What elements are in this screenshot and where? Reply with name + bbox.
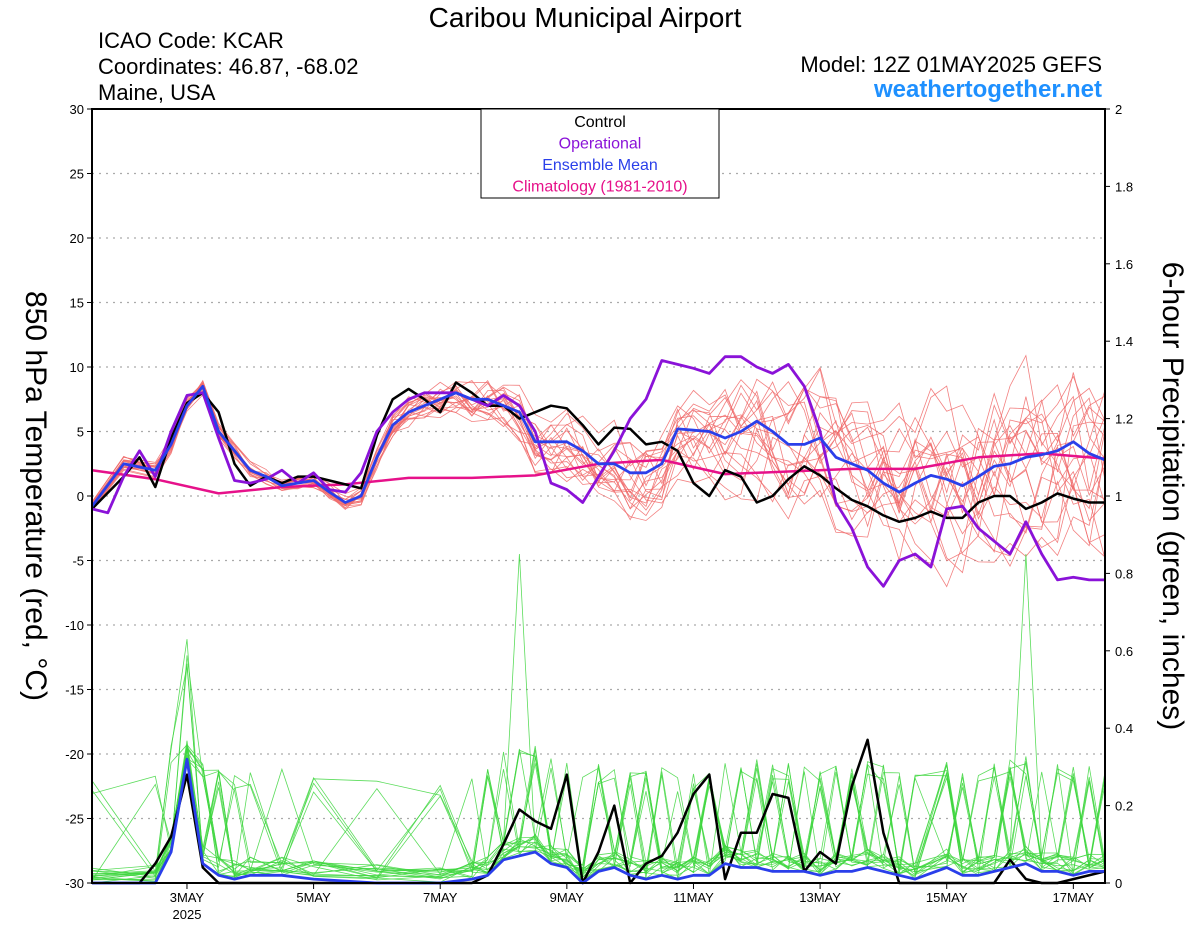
precip-member-line <box>91 745 1106 881</box>
precip-member-line <box>91 745 1106 878</box>
y-tick-label-left: 5 <box>77 425 84 440</box>
precip-member-line <box>91 655 1106 880</box>
ensemble-members <box>91 354 1106 884</box>
y-tick-label-left: -10 <box>65 618 84 633</box>
brand-link[interactable]: weathertogether.net <box>873 76 1102 103</box>
precip-member-line <box>91 758 1106 878</box>
x-tick-sublabel: 2025 <box>173 907 202 922</box>
x-tick-label: 11MAY <box>673 890 714 905</box>
temp-member-line <box>91 382 1106 562</box>
y-tick-label-left: 10 <box>70 360 84 375</box>
y-tick-label-right: 2 <box>1115 102 1122 117</box>
precip-member-line <box>91 757 1106 879</box>
y-tick-label-left: 0 <box>77 489 84 504</box>
x-tick-label: 15MAY <box>926 890 968 905</box>
legend-box <box>480 108 720 199</box>
y-tick-label-left: -20 <box>65 747 84 762</box>
legend-entry: Operational <box>559 136 642 153</box>
x-tick-label: 3MAY <box>170 890 205 905</box>
y-tick-label-right: 0.4 <box>1115 721 1133 736</box>
y-tick-label-right: 0 <box>1115 876 1122 891</box>
y-tick-label-left: 30 <box>70 102 84 117</box>
y-tick-label-right: 1.2 <box>1115 412 1133 427</box>
model-run: Model: 12Z 01MAY2025 GEFS <box>800 52 1102 77</box>
series-line-operational <box>91 355 1105 588</box>
y-tick-label-right: 0.2 <box>1115 799 1133 814</box>
y-tick-label-left: 25 <box>70 167 84 182</box>
precip-member-line <box>91 756 1106 880</box>
icao-code: ICAO Code: KCAR <box>98 28 284 53</box>
y-tick-label-left: 20 <box>70 231 84 246</box>
temp-member-line <box>91 381 1106 509</box>
x-tick-label: 9MAY <box>550 890 585 905</box>
legend: Control Operational Ensemble Mean Climatolo… <box>480 108 720 199</box>
y-tick-label-right: 0.6 <box>1115 644 1133 659</box>
legend-entry: Climatology (1981-2010) <box>512 179 687 196</box>
precip-member-line <box>91 553 1106 884</box>
precip-member-line <box>91 740 1106 883</box>
y-tick-label-right: 1.4 <box>1115 334 1133 349</box>
y-tick-label-left: -15 <box>65 683 84 698</box>
temp-member-line <box>91 383 1106 557</box>
y-tick-label-right: 1.6 <box>1115 257 1133 272</box>
y-tick-label-left: 15 <box>70 296 84 311</box>
temp-member-line <box>91 382 1106 558</box>
y-tick-label-left: -30 <box>65 876 84 891</box>
y-tick-label-right: 1.8 <box>1115 179 1133 194</box>
series-line-ensemble-mean <box>90 384 1106 508</box>
temp-member-line <box>91 381 1106 563</box>
legend-entry: Ensemble Mean <box>542 157 658 174</box>
region: Maine, USA <box>98 80 216 105</box>
precip-member-line <box>91 663 1106 882</box>
x-tick-label: 17MAY <box>1053 890 1095 905</box>
y-tick-label-left: -25 <box>65 812 84 827</box>
x-tick-label: 13MAY <box>799 890 841 905</box>
series-line-mean-precip <box>92 757 1105 885</box>
chart-title: Caribou Municipal Airport <box>428 2 742 33</box>
x-tick-label: 5MAY <box>296 890 331 905</box>
temp-member-line <box>91 386 1106 534</box>
precip-member-line <box>91 639 1106 879</box>
legend-entry: Control <box>574 114 626 131</box>
gridlines <box>92 172 1105 820</box>
y-tick-label-right: 0.8 <box>1115 566 1133 581</box>
y-tick-label-right: 1 <box>1115 489 1122 504</box>
axis-ticks: 302520151050-5-10-15-20-25-3021.81.61.41… <box>65 102 1133 922</box>
x-tick-label: 7MAY <box>423 890 458 905</box>
coordinates: Coordinates: 46.87, -68.02 <box>98 54 359 79</box>
precip-member-line <box>91 665 1106 881</box>
y-tick-label-left: -5 <box>72 554 84 569</box>
temp-member-line <box>91 381 1106 524</box>
